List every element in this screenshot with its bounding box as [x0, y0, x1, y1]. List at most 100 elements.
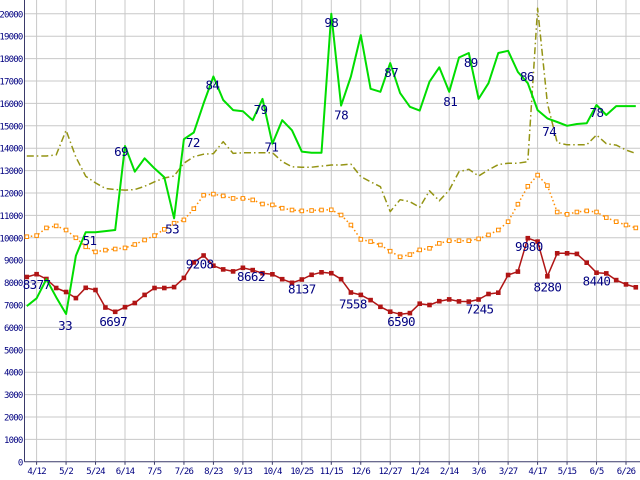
y-tick-label: 4000	[4, 369, 23, 379]
data-point-marker-red-squares	[535, 239, 540, 244]
axes	[24, 0, 640, 463]
y-tick-label: 3000	[4, 391, 23, 401]
x-tick-label: 6/14	[116, 467, 135, 477]
data-point-marker-red-squares	[574, 251, 580, 257]
y-tick-label: 19000	[0, 33, 23, 43]
data-point-marker-orange-dotted	[230, 196, 236, 201]
data-point-marker-orange-dotted	[181, 217, 187, 223]
data-point-marker-orange-dotted	[496, 227, 501, 233]
data-point-marker-orange-dotted	[525, 184, 531, 189]
y-tick-label: 16000	[0, 100, 23, 110]
point-value-label: 84	[205, 78, 219, 93]
point-value-label: 69	[114, 144, 128, 159]
data-point-marker-orange-dotted	[515, 201, 521, 207]
x-tick-label: 10/25	[290, 467, 313, 477]
point-value-label: 8662	[237, 269, 265, 284]
data-point-marker-orange-dotted	[191, 206, 197, 211]
data-point-marker-orange-dotted	[486, 232, 491, 238]
data-point-marker-orange-dotted	[604, 215, 609, 220]
y-tick-label: 2000	[4, 414, 23, 424]
x-tick-label: 8/23	[204, 467, 223, 477]
data-point-marker-red-squares	[329, 270, 334, 276]
data-point-marker-orange-dotted	[83, 244, 89, 250]
data-point-marker-orange-dotted	[171, 220, 177, 226]
point-value-label: 8377	[23, 277, 51, 292]
data-point-marker-orange-dotted	[427, 246, 432, 251]
data-point-marker-red-squares	[24, 274, 30, 280]
data-point-marker-orange-dotted	[456, 238, 462, 243]
data-point-marker-red-squares	[319, 270, 324, 275]
data-point-marker-red-squares	[211, 263, 216, 268]
grid-lines	[24, 0, 640, 462]
data-point-marker-orange-dotted	[348, 222, 354, 228]
x-tick-label: 7/26	[175, 467, 194, 477]
data-point-marker-red-squares	[260, 270, 265, 276]
x-tick-label: 5/24	[86, 467, 105, 477]
data-point-marker-red-squares	[545, 274, 550, 279]
data-point-marker-orange-dotted	[574, 209, 580, 215]
data-point-marker-red-squares	[83, 285, 89, 291]
data-point-marker-red-squares	[162, 285, 167, 291]
point-value-label: 9208	[186, 257, 214, 272]
data-point-marker-red-squares	[250, 267, 255, 273]
series-line-olive-dashdot	[26, 7, 637, 213]
data-point-marker-red-squares	[584, 260, 590, 265]
point-value-label: 6590	[387, 314, 415, 329]
data-point-marker-orange-dotted	[319, 207, 324, 213]
data-point-marker-red-squares	[191, 260, 197, 265]
data-point-marker-orange-dotted	[103, 247, 108, 253]
y-tick-label: 20000	[0, 10, 23, 20]
point-value-label: 8440	[583, 274, 611, 289]
data-point-marker-red-squares	[515, 269, 521, 274]
data-point-marker-orange-dotted	[545, 183, 550, 188]
data-point-marker-red-squares	[220, 267, 226, 272]
data-point-marker-red-squares	[466, 299, 472, 304]
data-point-marker-red-squares	[417, 301, 422, 306]
point-value-label: 98	[324, 15, 338, 30]
series-orange-dotted	[24, 172, 639, 260]
point-value-label: 8137	[288, 282, 316, 297]
data-point-marker-red-squares	[112, 309, 118, 315]
data-point-marker-red-squares	[594, 270, 599, 275]
data-point-marker-red-squares	[613, 277, 619, 283]
data-point-marker-orange-dotted	[584, 208, 590, 214]
y-tick-label: 13000	[0, 167, 23, 177]
data-point-marker-orange-dotted	[63, 227, 69, 233]
x-tick-label: 9/13	[234, 467, 253, 477]
data-point-marker-orange-dotted	[466, 238, 472, 243]
data-point-marker-orange-dotted	[211, 191, 216, 197]
data-point-marker-orange-dotted	[594, 209, 599, 215]
data-point-marker-orange-dotted	[24, 234, 30, 239]
data-point-marker-red-squares	[407, 310, 413, 316]
data-point-marker-red-squares	[348, 290, 354, 295]
x-tick-label: 5/15	[558, 467, 577, 477]
y-tick-label: 7000	[4, 302, 23, 312]
x-tick-label: 11/15	[320, 467, 343, 477]
point-value-label: 87	[384, 65, 398, 80]
y-tick-labels: 0 1000 2000 3000 4000 5000 6000 7000 8000 9000 100…	[0, 10, 24, 468]
point-value-label: 72	[186, 135, 200, 150]
x-tick-label: 6/26	[617, 467, 636, 477]
data-point-marker-red-squares	[142, 292, 147, 298]
x-tick-label: 2/14	[440, 467, 459, 477]
data-point-marker-orange-dotted	[201, 192, 206, 198]
y-tick-label: 11000	[0, 212, 23, 222]
data-point-marker-red-squares	[63, 289, 69, 295]
point-value-label: 7558	[339, 297, 367, 312]
data-point-marker-red-squares	[554, 251, 560, 256]
data-point-marker-orange-dotted	[240, 196, 246, 201]
y-tick-label: 15000	[0, 122, 23, 132]
data-point-marker-red-squares	[289, 280, 295, 286]
data-point-marker-orange-dotted	[417, 247, 422, 253]
data-point-marker-red-squares	[338, 276, 344, 282]
y-tick-label: 6000	[4, 324, 23, 334]
data-point-marker-red-squares	[397, 311, 403, 317]
y-tick-label: 9000	[4, 257, 23, 267]
data-point-marker-orange-dotted	[260, 201, 265, 207]
x-tick-labels: 4/12 5/2 5/24 6/14 7/5 7/26 8/23 9/13 10/4 10/25 1…	[27, 461, 636, 477]
point-value-label: 8280	[534, 279, 562, 294]
data-point-marker-red-squares	[427, 302, 432, 308]
data-point-marker-red-squares	[93, 287, 98, 293]
data-point-marker-red-squares	[201, 253, 206, 258]
